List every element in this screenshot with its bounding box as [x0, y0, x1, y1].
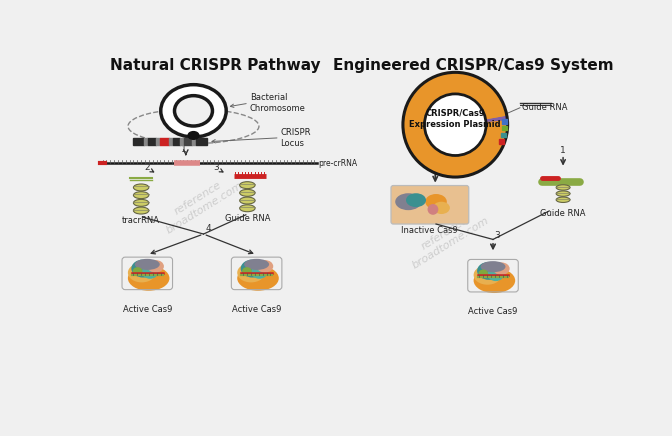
Ellipse shape	[237, 266, 279, 291]
Ellipse shape	[142, 265, 159, 279]
Wedge shape	[479, 133, 506, 158]
Ellipse shape	[134, 199, 149, 206]
Bar	[144, 138, 148, 146]
Wedge shape	[429, 72, 507, 122]
Bar	[173, 138, 180, 146]
Ellipse shape	[188, 132, 199, 139]
Text: Inactive Cas9: Inactive Cas9	[401, 226, 458, 235]
Bar	[192, 138, 196, 146]
Wedge shape	[413, 143, 440, 170]
Circle shape	[427, 204, 438, 215]
Ellipse shape	[128, 263, 156, 283]
Ellipse shape	[474, 265, 501, 285]
Ellipse shape	[493, 262, 509, 275]
Text: 3: 3	[214, 163, 220, 172]
Bar	[156, 138, 159, 146]
Ellipse shape	[477, 262, 501, 280]
Ellipse shape	[147, 260, 164, 272]
Ellipse shape	[133, 267, 142, 276]
Bar	[196, 138, 206, 146]
Text: Guide RNA: Guide RNA	[540, 209, 586, 218]
Text: Bacterial
Chromosome: Bacterial Chromosome	[250, 93, 306, 113]
Text: CRISPR
Locus: CRISPR Locus	[280, 128, 311, 148]
Ellipse shape	[161, 85, 226, 137]
Ellipse shape	[556, 185, 570, 190]
Bar	[502, 126, 507, 130]
Text: 2: 2	[431, 163, 437, 172]
Ellipse shape	[474, 268, 515, 293]
Ellipse shape	[478, 269, 488, 278]
Ellipse shape	[425, 194, 447, 209]
Ellipse shape	[240, 182, 255, 189]
Text: tracrRNA: tracrRNA	[122, 216, 160, 225]
Text: Active Cas9: Active Cas9	[232, 305, 282, 314]
Text: Guide RNA: Guide RNA	[224, 214, 270, 223]
Ellipse shape	[406, 193, 426, 207]
Ellipse shape	[433, 202, 450, 214]
Wedge shape	[406, 79, 440, 114]
Ellipse shape	[240, 197, 255, 204]
Circle shape	[425, 94, 486, 156]
Text: Engineered CRISPR/Cas9 System: Engineered CRISPR/Cas9 System	[333, 58, 614, 74]
Wedge shape	[466, 144, 495, 174]
Ellipse shape	[556, 197, 570, 202]
Ellipse shape	[134, 184, 149, 191]
Ellipse shape	[134, 192, 149, 199]
Ellipse shape	[487, 267, 504, 281]
Ellipse shape	[480, 261, 505, 272]
Text: Guide RNA: Guide RNA	[521, 103, 567, 112]
Ellipse shape	[242, 267, 252, 276]
Text: Natural CRISPR Pathway: Natural CRISPR Pathway	[110, 58, 321, 74]
Bar	[148, 138, 156, 146]
Ellipse shape	[131, 259, 155, 278]
Text: reference
broadtome.com: reference broadtome.com	[405, 205, 491, 270]
Text: Active Cas9: Active Cas9	[122, 305, 172, 314]
Ellipse shape	[556, 191, 570, 196]
Bar	[501, 133, 506, 137]
Text: 2: 2	[144, 163, 150, 172]
Text: pre-crRNA: pre-crRNA	[319, 159, 358, 168]
Bar	[134, 138, 144, 146]
Wedge shape	[429, 151, 450, 176]
Ellipse shape	[241, 259, 264, 278]
Ellipse shape	[128, 266, 169, 291]
Ellipse shape	[175, 95, 212, 126]
Ellipse shape	[240, 205, 255, 212]
Text: 3: 3	[495, 231, 501, 240]
Bar	[180, 138, 184, 146]
Ellipse shape	[251, 265, 267, 279]
Wedge shape	[404, 130, 430, 155]
Text: reference
broadtome.com: reference broadtome.com	[158, 170, 245, 236]
FancyBboxPatch shape	[391, 186, 469, 224]
Ellipse shape	[135, 259, 160, 270]
Ellipse shape	[134, 207, 149, 214]
Wedge shape	[403, 107, 426, 134]
Bar	[502, 119, 507, 123]
Text: Active Cas9: Active Cas9	[468, 307, 517, 316]
Bar	[169, 138, 173, 146]
Wedge shape	[403, 72, 507, 177]
Ellipse shape	[395, 193, 421, 210]
Text: 4: 4	[206, 224, 211, 233]
Ellipse shape	[240, 189, 255, 196]
Ellipse shape	[244, 259, 269, 270]
Ellipse shape	[237, 263, 265, 283]
Bar	[499, 139, 504, 144]
Bar	[159, 138, 169, 146]
Text: 1: 1	[560, 146, 566, 155]
Text: CRISPR/Cas9
Expression Plasmid: CRISPR/Cas9 Expression Plasmid	[409, 109, 501, 129]
Text: 1: 1	[181, 145, 187, 154]
Bar	[184, 138, 192, 146]
Wedge shape	[485, 116, 507, 138]
Ellipse shape	[257, 260, 274, 272]
Wedge shape	[446, 153, 473, 177]
